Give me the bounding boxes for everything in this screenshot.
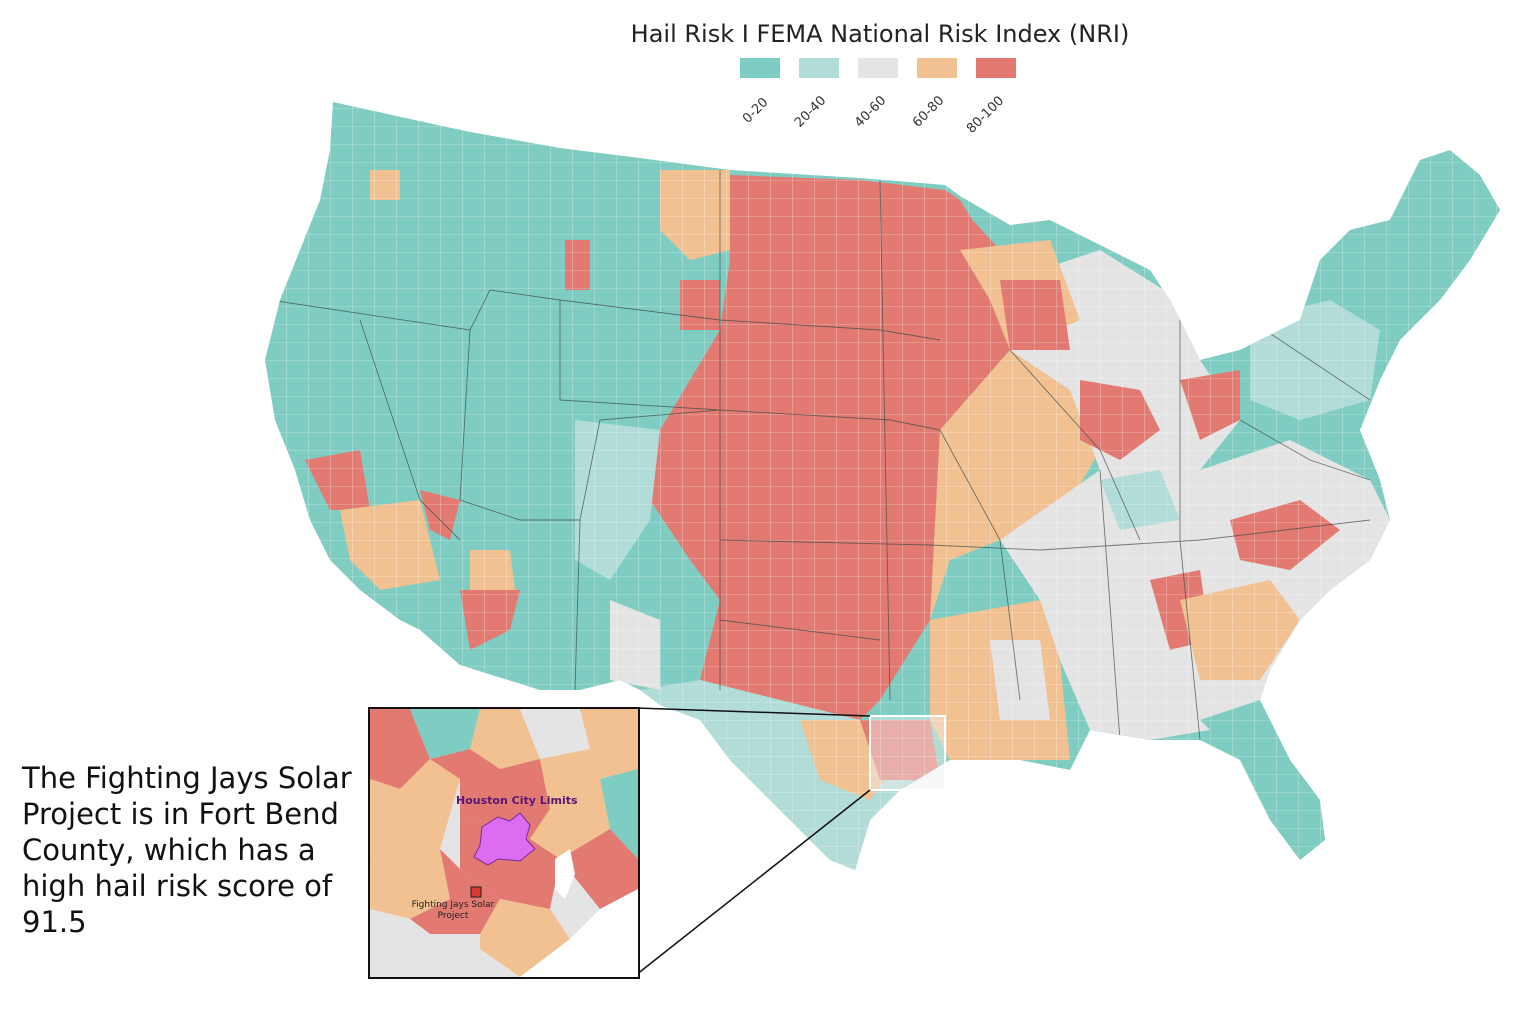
inset-county-n1 bbox=[410, 709, 480, 759]
inset-galveston-bay bbox=[555, 849, 575, 899]
inset-county-brazoria bbox=[480, 899, 570, 977]
state-borders bbox=[269, 170, 1371, 741]
map-title: Hail Risk I FEMA National Risk Index (NR… bbox=[630, 20, 1130, 48]
inset-county-fort-bend bbox=[410, 849, 500, 934]
legend-label-2: 40-60 bbox=[852, 93, 890, 131]
legend-swatch-3 bbox=[917, 58, 957, 78]
inset-county-w bbox=[370, 759, 460, 859]
legend-swatch-2 bbox=[858, 58, 898, 78]
inset-county-sw bbox=[370, 849, 450, 919]
inset-county-east bbox=[600, 769, 638, 859]
inset-connector-top bbox=[635, 707, 871, 717]
houston-city-limits bbox=[473, 812, 536, 866]
inset-county-n2 bbox=[470, 709, 540, 769]
inset-county-ne bbox=[580, 709, 638, 779]
caption-text: The Fighting Jays Solar Project is in Fo… bbox=[22, 761, 352, 939]
project-marker bbox=[470, 886, 482, 898]
inset-county-n3 bbox=[520, 709, 590, 759]
inset-gulf-water bbox=[520, 889, 638, 977]
houston-inset-map: Houston City Limits Fighting Jays Solar … bbox=[368, 707, 640, 979]
legend-label-3: 60-80 bbox=[910, 93, 948, 131]
houston-city-label: Houston City Limits bbox=[456, 794, 578, 807]
houston-highlight-box bbox=[869, 715, 946, 791]
inset-county-wharton bbox=[370, 909, 430, 977]
project-label: Fighting Jays Solar Project bbox=[411, 900, 495, 921]
legend-swatch-0 bbox=[740, 58, 780, 78]
inset-county-chambers bbox=[560, 829, 638, 909]
legend-swatch-4 bbox=[976, 58, 1016, 78]
inset-connector-bottom bbox=[635, 789, 871, 976]
legend-label-0: 0-20 bbox=[740, 95, 772, 127]
inset-county-nw bbox=[370, 709, 430, 789]
legend-swatch-1 bbox=[799, 58, 839, 78]
legend: 0-20 20-40 40-60 60-80 80-100 bbox=[740, 58, 1040, 137]
inset-svg bbox=[370, 709, 638, 977]
inset-county-matagorda bbox=[420, 934, 520, 977]
inset-county-liberty bbox=[530, 749, 610, 859]
legend-label-1: 20-40 bbox=[792, 93, 830, 131]
